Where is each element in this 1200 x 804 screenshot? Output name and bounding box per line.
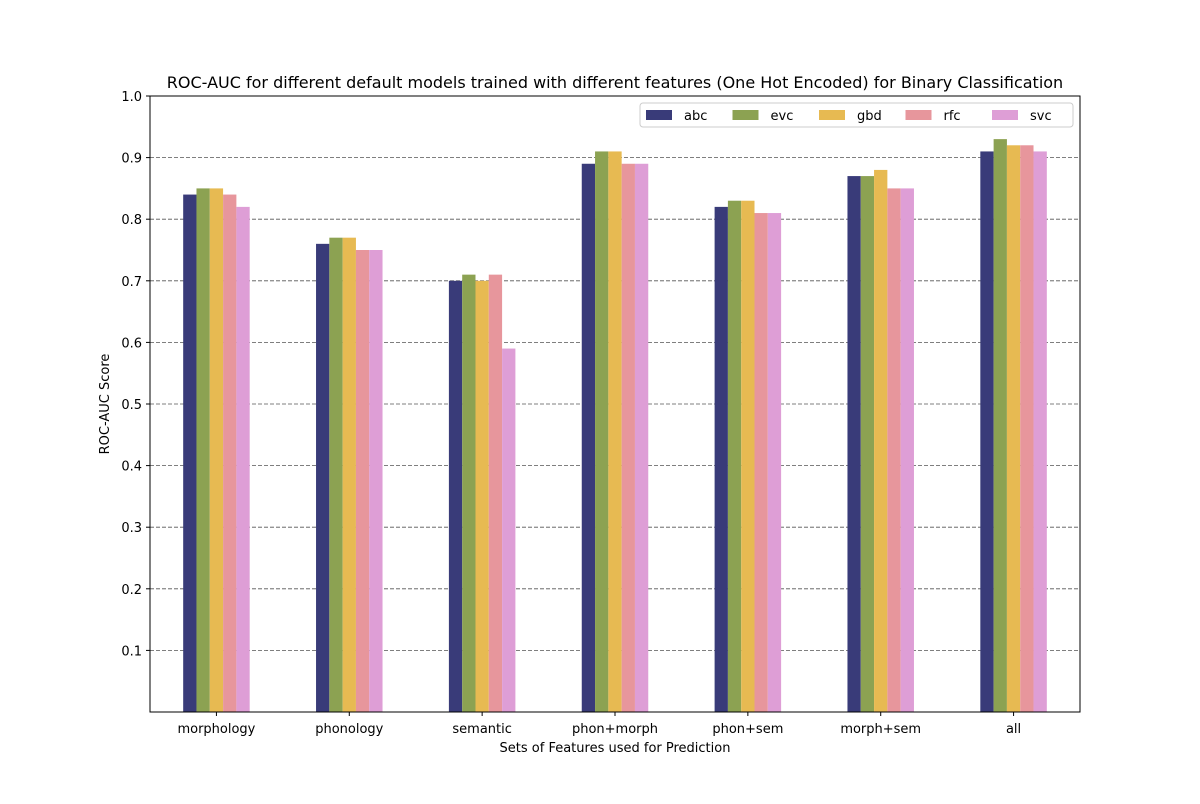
y-tick-label: 0.6	[121, 336, 142, 351]
legend-swatch-abc	[646, 110, 672, 120]
legend-label-abc: abc	[684, 109, 707, 124]
bar-abc-2	[448, 280, 463, 712]
bar-evc-3	[595, 151, 609, 712]
bar-svc-2	[502, 348, 516, 712]
y-tick-label: 0.3	[121, 521, 142, 536]
y-tick-label: 0.8	[121, 213, 142, 228]
y-tick-labels: 0.1 0.2 0.3 0.4 0.5 0.6 0.7 0.8 0.9 1.0	[121, 90, 142, 659]
bar-gbd-4	[741, 200, 755, 712]
x-tick-label: morphology	[177, 722, 255, 737]
bar-evc-0	[196, 188, 210, 712]
bar-rfc-5	[887, 188, 901, 712]
legend-swatch-gbd	[819, 110, 845, 120]
legend: abc evc gbd rfc svc	[639, 102, 1074, 128]
y-tick-label: 0.5	[121, 398, 142, 413]
x-tick-label: phon+morph	[572, 722, 658, 737]
bar-gbd-2	[475, 280, 489, 712]
y-tick-label: 0.1	[121, 644, 142, 659]
x-tick-label: semantic	[452, 722, 512, 737]
legend-label-svc: svc	[1030, 109, 1052, 124]
bar-svc-5	[900, 188, 914, 712]
bar-gbd-5	[874, 169, 888, 713]
bar-svc-4	[767, 213, 782, 713]
bar-rfc-6	[1020, 145, 1034, 712]
x-tick-label: morph+sem	[840, 722, 921, 737]
x-tick-labels: morphology phonology semantic phon+morph pho…	[177, 722, 1021, 737]
y-tick-label: 0.7	[121, 275, 142, 290]
bar-rfc-0	[223, 194, 237, 712]
bar-rfc-4	[754, 213, 768, 713]
legend-frame	[639, 102, 1074, 128]
legend-swatch-svc	[992, 110, 1018, 120]
legend-swatch-rfc	[905, 110, 932, 120]
bar-rfc-1	[355, 250, 370, 712]
axes	[146, 95, 1081, 716]
x-tick-label: phonology	[315, 722, 383, 737]
legend-label-evc: evc	[771, 109, 794, 124]
bar-evc-2	[462, 274, 476, 712]
bar-abc-0	[183, 194, 197, 712]
bar-gbd-6	[1006, 145, 1021, 712]
bars	[183, 139, 1047, 713]
bar-svc-3	[634, 163, 649, 712]
bar-abc-3	[581, 163, 596, 712]
bar-abc-6	[980, 151, 994, 712]
bar-gbd-3	[608, 151, 622, 712]
bar-rfc-3	[621, 163, 635, 712]
bar-evc-4	[727, 200, 742, 712]
bar-svc-0	[236, 206, 250, 712]
legend-label-gbd: gbd	[857, 109, 882, 124]
bar-rfc-2	[488, 274, 503, 712]
plot-frame	[149, 95, 1081, 713]
bar-svc-1	[369, 250, 383, 712]
bar-abc-1	[316, 243, 330, 712]
bar-svc-6	[1033, 151, 1047, 712]
y-tick-label: 0.2	[121, 583, 142, 598]
bar-abc-4	[714, 206, 728, 712]
legend-label-rfc: rfc	[944, 109, 961, 124]
bar-evc-6	[993, 139, 1007, 712]
legend-swatch-evc	[732, 110, 759, 120]
chart-title: ROC-AUC for different default models tra…	[167, 73, 1063, 92]
bar-abc-5	[847, 176, 861, 712]
x-tick-label: phon+sem	[712, 722, 783, 737]
bar-gbd-0	[209, 188, 224, 712]
bar-evc-5	[860, 176, 875, 712]
bar-gbd-1	[342, 237, 356, 712]
bar-evc-1	[329, 237, 343, 712]
y-axis-label: ROC-AUC Score	[98, 354, 113, 455]
x-tick-label: all	[1006, 722, 1021, 737]
y-tick-label: 0.9	[121, 152, 142, 167]
y-tick-label: 0.4	[121, 460, 142, 475]
y-tick-label: 1.0	[121, 90, 142, 105]
x-axis-label: Sets of Features used for Prediction	[500, 741, 731, 756]
